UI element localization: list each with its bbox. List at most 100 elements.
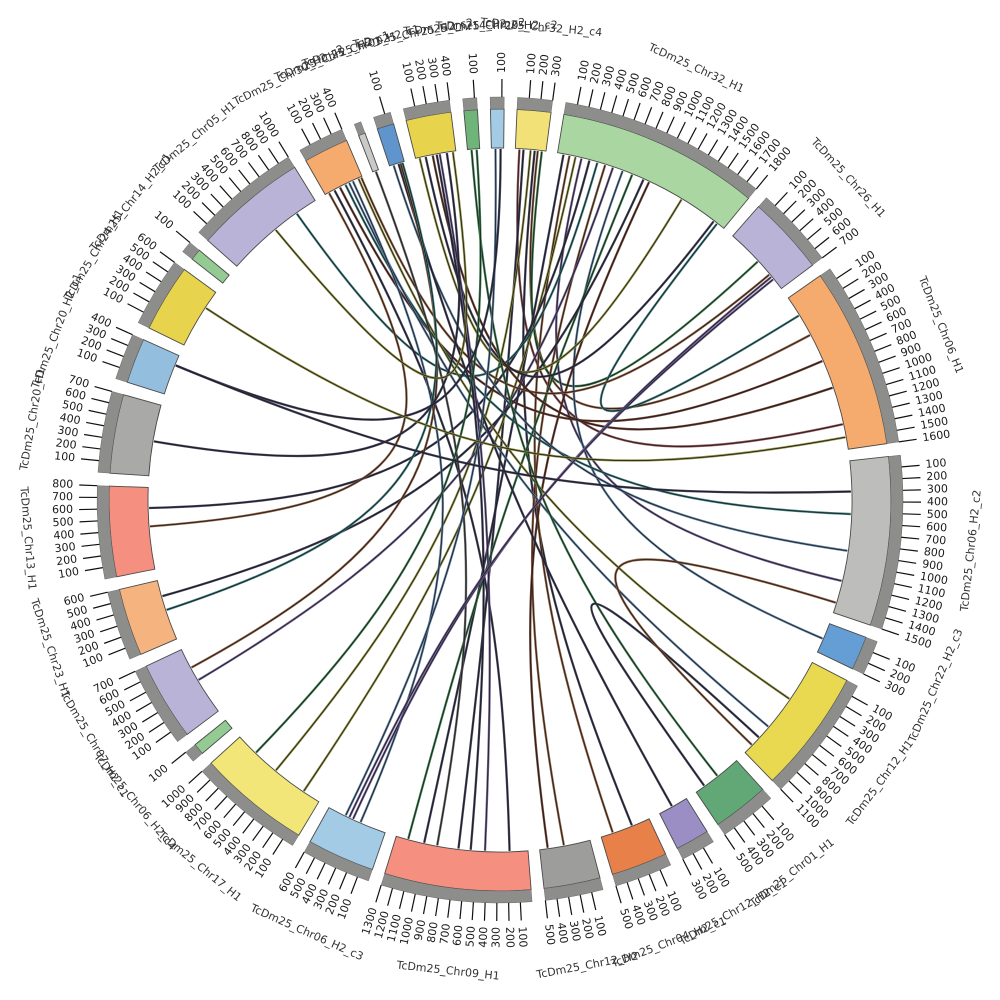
tick-mark [878,355,896,363]
tick-mark [894,583,912,589]
link-ribbon-outline [529,150,811,409]
segment-name-label: TcDm25_Chr09_H1 [395,958,500,982]
tick-mark [301,128,311,145]
tick-mark [205,787,219,802]
tick-mark [447,899,451,918]
tick-mark [257,154,270,171]
segment-tick-band [201,762,300,846]
tick-mark [422,86,427,104]
tick-label: 500 [624,71,643,95]
tick-mark [896,571,915,576]
tick-mark [755,174,769,190]
tick-label: 400 [476,926,490,947]
tick-label: 200 [536,54,551,76]
segment-tick-band [134,665,188,742]
tick-mark [278,141,289,158]
tick-mark [899,548,918,552]
tick-label: 100 [466,52,480,74]
tick-mark [339,872,348,890]
tick-mark [804,763,819,776]
tick-mark [139,281,156,293]
tick-mark [659,869,668,887]
tick-label: 300 [425,56,441,79]
tick-mark [410,893,416,912]
tick-mark [863,673,880,683]
segment-tick-band [198,156,295,241]
link-ribbon [590,602,760,787]
tick-label: 400 [629,903,648,927]
tick-label: 1200 [914,594,944,613]
tick-label: 600 [926,520,948,534]
tick-mark [833,725,849,737]
tick-label: 600 [62,591,85,608]
tick-label: 100 [524,53,538,75]
tick-label: 100 [591,914,608,937]
tick-mark [316,862,326,880]
tick-label: 600 [450,924,465,946]
tick-mark [434,83,439,102]
tick-label: 500 [927,508,948,522]
segment-name-label: TcDm25_Chr06_H2_c2 [958,489,984,613]
tick-mark [637,878,645,896]
tick-mark [247,162,260,178]
tick-mark [80,532,99,535]
segment-arc [695,759,764,826]
tick-mark [892,402,910,408]
tick-label: 300 [72,627,96,646]
tick-mark [323,117,332,135]
segment-name-label: TcDm25_Chr13_H1 [17,485,38,590]
tick-mark [576,86,582,105]
tick-label: 500 [52,515,74,529]
tick-mark [127,303,144,313]
tick-mark [851,695,868,706]
tick-label: 800 [52,477,73,491]
segment-arc [463,109,481,150]
tick-mark [727,152,739,169]
tick-mark [410,88,416,107]
tick-mark [885,617,903,624]
tick-mark [599,92,606,110]
tick-label: 300 [54,540,76,555]
tick-mark [644,107,653,125]
tick-label: 100 [152,208,176,231]
tick-mark [666,116,675,134]
tick-mark [327,867,337,885]
segment-arc [108,485,156,578]
tick-mark [232,811,246,827]
tick-mark [196,779,211,793]
tick-mark [774,191,788,206]
tick-mark [152,261,169,273]
tick-label: 300 [490,927,503,948]
segment-name-label: TcDm25_Chr20_H2_c2 [435,19,558,33]
tick-mark [902,524,921,528]
tick-label: 300 [927,482,948,496]
tick-mark [894,414,913,420]
tick-label: 400 [53,528,75,543]
link-ribbon-outline [153,152,460,457]
tick-mark [902,477,921,480]
link-ribbon-outline [423,154,564,843]
segment-tick-band [772,680,858,790]
link-ribbon-outline [471,150,718,776]
tick-label: 1000 [397,916,416,946]
tick-mark [579,894,585,913]
tick-mark [375,884,382,903]
tick-mark [874,344,892,352]
tick-mark [188,770,203,784]
tick-mark [193,210,208,225]
tick-mark [446,82,451,101]
tick-mark [591,892,597,911]
tick-label: 400 [927,495,948,508]
tick-label: 100 [57,565,80,581]
tick-mark [214,795,228,810]
tick-mark [737,159,749,175]
link-ribbon-outline [529,182,650,848]
tick-mark [568,897,573,915]
tick-mark [896,426,915,431]
tick-mark [124,681,141,691]
tick-mark [472,79,476,98]
tick-label: 600 [64,385,88,403]
segment-tick-band [299,129,347,161]
